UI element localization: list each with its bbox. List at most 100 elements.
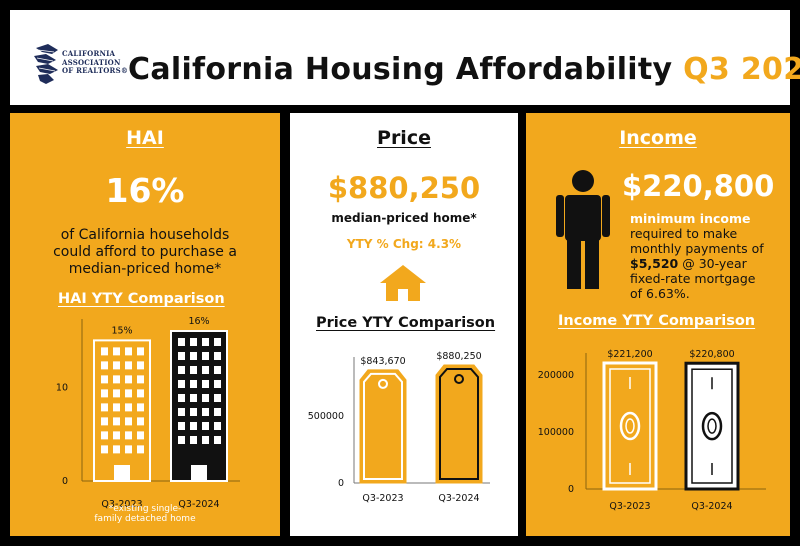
bill-inner-border — [691, 368, 733, 484]
building-window — [190, 422, 197, 430]
hai-description: of California households could afford to… — [10, 227, 280, 278]
price-chart: 0 500000 $843,670 Q3-2023 $880,250 Q3-2024 — [308, 351, 490, 504]
header-banner: CALIFORNIA ASSOCIATION OF REALTORS® Cali… — [10, 10, 800, 105]
hai-description-line: of California households — [60, 227, 230, 243]
title-period: Q3 2024 — [683, 52, 800, 87]
price-tag-outline — [363, 372, 403, 480]
building-window — [214, 366, 221, 374]
price-stat: $880,250 — [327, 171, 481, 205]
hai-footnote: *existing single- family detached home — [10, 504, 280, 524]
building-window — [214, 338, 221, 346]
income-panel: Income $220,800 minimum income required … — [526, 113, 790, 536]
building-window — [214, 394, 221, 402]
hai-panel: HAI 16% of California households could a… — [10, 113, 280, 536]
bar-dollar-bill — [602, 361, 658, 491]
building-door — [191, 465, 207, 481]
income-description-line: minimum income — [630, 211, 751, 226]
building-window — [202, 436, 209, 444]
building-window — [178, 436, 185, 444]
building-window — [113, 417, 120, 426]
building-window — [101, 431, 108, 440]
income-description-rest: @ 30-year — [682, 256, 747, 271]
value-label: $220,800 — [689, 349, 734, 360]
building-window — [202, 422, 209, 430]
hai-footnote-line: *existing single- — [108, 504, 182, 514]
hai-stat: 16% — [105, 171, 185, 210]
income-description-line: monthly payments of — [630, 241, 764, 256]
hai-description-line: could afford to purchase a — [53, 244, 237, 260]
page-title: California Housing Affordability Q3 2024 — [128, 52, 800, 87]
value-label: $880,250 — [436, 351, 481, 362]
building-window — [178, 352, 185, 360]
price-tag-outline — [439, 368, 479, 480]
bill-portrait — [701, 411, 723, 441]
y-tick-label: 500000 — [308, 411, 344, 422]
logo-line: CALIFORNIA — [62, 49, 116, 58]
building-window — [178, 380, 185, 388]
income-stat: $220,800 — [622, 169, 775, 203]
x-tick-label: Q3-2023 — [362, 493, 403, 504]
building-window — [101, 361, 108, 370]
building-window — [190, 408, 197, 416]
price-heading: Price — [377, 127, 431, 149]
income-description-line: of 6.63%. — [630, 286, 690, 301]
building-window — [214, 380, 221, 388]
building-window — [137, 375, 144, 384]
building-window — [190, 436, 197, 444]
building-window — [202, 366, 209, 374]
building-window — [202, 338, 209, 346]
building-window — [178, 394, 185, 402]
building-window — [125, 403, 132, 412]
logo-line: ASSOCIATION — [62, 57, 121, 67]
y-tick-label: 0 — [62, 476, 68, 487]
price-yty-change: YTY % Chg: 4.3% — [346, 237, 462, 251]
building-window — [125, 445, 132, 454]
building-door — [114, 465, 130, 481]
price-tag-hole — [378, 378, 388, 389]
bar-price-tag — [359, 369, 407, 484]
building-window — [101, 417, 108, 426]
building-window — [125, 375, 132, 384]
y-tick-label: 0 — [568, 484, 574, 495]
building-window — [214, 422, 221, 430]
building-window — [137, 445, 144, 454]
price-tag-hole — [454, 374, 464, 384]
building-window — [178, 408, 185, 416]
car-logo-mark-icon — [34, 44, 58, 84]
building-window — [113, 445, 120, 454]
x-tick-label: Q3-2024 — [691, 501, 732, 512]
building-window — [178, 366, 185, 374]
hai-chart-title: HAI YTY Comparison — [58, 291, 225, 307]
x-tick-label: Q3-2023 — [609, 501, 650, 512]
bill-portrait — [619, 411, 641, 441]
hai-heading: HAI — [126, 127, 164, 149]
person-icon — [556, 170, 610, 289]
income-chart-title: Income YTY Comparison — [558, 313, 756, 329]
income-description: minimum income required to make monthly … — [630, 211, 790, 301]
income-description-line: required to make — [630, 226, 738, 241]
car-logo-text: CALIFORNIA ASSOCIATION OF REALTORS® — [62, 49, 134, 76]
hai-description-line: median-priced home* — [68, 261, 222, 277]
building-window — [214, 436, 221, 444]
building-window — [190, 352, 197, 360]
building-window — [178, 338, 185, 346]
price-subtitle: median-priced home* — [331, 211, 477, 225]
building-window — [214, 408, 221, 416]
building-window — [113, 389, 120, 398]
building-window — [202, 380, 209, 388]
car-logo: CALIFORNIA ASSOCIATION OF REALTORS® — [32, 44, 132, 84]
building-window — [190, 338, 197, 346]
building-window — [125, 347, 132, 356]
title-text: California Housing Affordability — [128, 52, 673, 87]
building-window — [113, 347, 120, 356]
building-window — [137, 361, 144, 370]
building-window — [137, 389, 144, 398]
value-label: $221,200 — [607, 349, 652, 360]
house-icon — [380, 265, 426, 301]
building-window — [113, 375, 120, 384]
building-window — [101, 375, 108, 384]
y-tick-label: 200000 — [538, 370, 574, 381]
value-label: 16% — [188, 316, 209, 327]
building-window — [178, 422, 185, 430]
building-window — [125, 389, 132, 398]
